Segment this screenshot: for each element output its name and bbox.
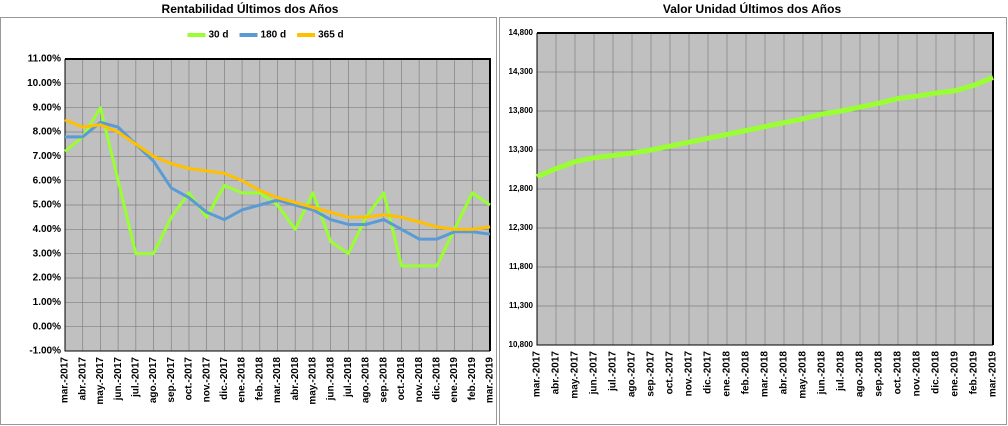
legend-label: 365 d [318,30,344,41]
y-tick-label: 12,800 [509,184,534,193]
y-tick-label: 14,800 [509,28,534,37]
y-tick-label: 2.00% [33,273,61,284]
plot-border [64,59,490,352]
x-tick-label: oct.-2018 [893,351,904,395]
x-tick-label: nov.-2018 [912,351,923,397]
x-tick-label: abr.-2018 [779,351,790,395]
y-tick-label: 13,300 [509,145,534,154]
x-tick-label: jul.-2017 [608,351,619,392]
x-tick-label: ago.-2017 [148,357,159,404]
series-line [536,75,994,179]
x-tick-label: sep.-2018 [874,351,885,397]
y-tick-label: -1.00% [29,346,61,357]
x-tick-label: ene.-2018 [722,351,733,397]
x-tick-label: dic.-2017 [703,351,714,394]
y-tick-label: 9.00% [33,102,61,113]
x-tick-label: jun.-2018 [325,357,336,402]
plot-border [65,58,491,351]
x-tick-label: jul.-2018 [836,351,847,392]
y-tick-label: 11.00% [28,54,61,65]
x-tick-label: jun.-2017 [113,357,124,402]
legend-label: 30 d [209,30,229,41]
x-tick-label: abr.-2018 [290,357,301,401]
x-tick-label: nov.-2018 [414,357,425,403]
y-tick-label: 11,300 [509,301,534,310]
x-tick-label: sep.-2017 [166,357,177,403]
x-tick-label: feb.-2018 [254,357,265,401]
x-tick-label: jun.-2018 [817,351,828,396]
y-tick-label: 11,800 [509,262,534,271]
x-tick-label: ene.-2019 [449,357,460,403]
x-tick-label: mar.-2019 [485,357,496,404]
y-tick-label: 1.00% [33,297,61,308]
y-tick-label: 7.00% [33,151,61,162]
plot-border [537,32,994,345]
x-tick-label: nov.-2017 [201,357,212,403]
x-tick-label: feb.-2019 [969,351,980,395]
x-tick-label: nov.-2017 [684,351,695,397]
y-tick-label: 4.00% [33,224,61,235]
x-tick-label: may.-2018 [798,351,809,399]
x-tick-label: jun.-2017 [589,351,600,396]
y-tick-label: 3.00% [33,248,61,259]
y-tick-label: 10,800 [509,340,534,349]
x-tick-label: ago.-2017 [627,351,638,398]
x-tick-label: abr.-2017 [77,357,88,401]
y-tick-label: 6.00% [33,175,61,186]
series-line [64,118,491,231]
x-tick-label: dic.-2018 [432,357,443,400]
y-tick-label: 10.00% [27,78,61,89]
x-tick-label: mar.-2017 [532,351,543,398]
x-tick-label: mar.-2017 [60,357,71,404]
x-tick-label: jul.-2017 [130,357,141,398]
x-tick-label: may.-2017 [95,357,106,405]
x-tick-label: oct.-2018 [396,357,407,401]
x-tick-label: feb.-2019 [467,357,478,401]
y-tick-label: 5.00% [33,200,61,211]
x-tick-label: may.-2018 [308,357,319,405]
x-tick-label: mar.-2018 [760,351,771,398]
x-tick-label: ene.-2018 [237,357,248,403]
y-tick-label: 14,300 [509,67,534,76]
x-tick-label: dic.-2017 [219,357,230,400]
x-tick-label: mar.-2019 [988,351,999,398]
x-tick-label: jul.-2018 [343,357,354,398]
series-line [64,106,491,268]
x-tick-label: mar.-2018 [272,357,283,404]
x-tick-label: sep.-2018 [378,357,389,403]
y-tick-label: 12,300 [509,223,534,232]
legend-label: 180 d [261,30,287,41]
x-tick-label: ene.-2019 [950,351,961,397]
chart-title: Rentabilidad Últimos dos Años [162,1,339,16]
plot-border [536,33,993,346]
y-tick-label: 8.00% [33,127,61,138]
x-tick-label: oct.-2017 [665,351,676,395]
x-tick-label: ago.-2018 [361,357,372,404]
x-tick-label: sep.-2017 [646,351,657,397]
y-tick-label: 13,800 [509,106,534,115]
y-tick-label: 0.00% [33,321,61,332]
x-tick-label: oct.-2017 [184,357,195,401]
x-tick-label: dic.-2018 [931,351,942,394]
x-tick-label: abr.-2017 [551,351,562,395]
x-tick-label: may.-2017 [570,351,581,399]
chart-title: Valor Unidad Últimos dos Años [663,1,842,16]
x-tick-label: feb.-2018 [741,351,752,395]
x-tick-label: ago.-2018 [855,351,866,398]
